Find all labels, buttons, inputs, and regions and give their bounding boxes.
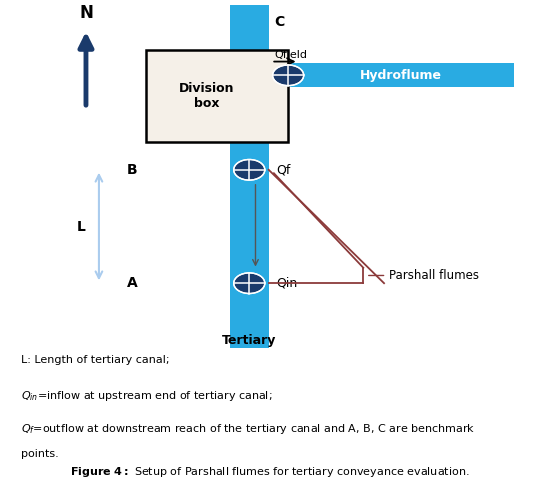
Text: C: C (274, 15, 284, 29)
Bar (146, 50, 288, 142)
Text: Hydroflume: Hydroflume (360, 69, 442, 82)
Circle shape (273, 65, 303, 86)
Text: Division
box: Division box (179, 82, 234, 110)
Text: $Q_{in}$=inflow at upstream end of tertiary canal;: $Q_{in}$=inflow at upstream end of terti… (21, 389, 273, 403)
Circle shape (234, 160, 265, 180)
Text: $\bf{Figure\ 4:}$ Setup of Parshall flumes for tertiary conveyance evaluation.: $\bf{Figure\ 4:}$ Setup of Parshall flum… (70, 466, 470, 480)
Bar (230, 5, 269, 349)
Text: A: A (127, 276, 138, 290)
Text: Qf: Qf (276, 163, 291, 176)
Text: L: L (77, 220, 86, 233)
Bar (288, 63, 514, 87)
Text: N: N (79, 4, 93, 22)
Text: Parshall flumes: Parshall flumes (369, 269, 479, 282)
Text: Qfield: Qfield (274, 50, 307, 60)
Text: Qin: Qin (276, 277, 298, 290)
Text: B: B (127, 163, 138, 177)
Text: $Q_f$=outflow at downstream reach of the tertiary canal and A, B, C are benchmar: $Q_f$=outflow at downstream reach of the… (21, 422, 475, 436)
Circle shape (234, 273, 265, 294)
Text: points.: points. (21, 449, 59, 459)
Text: L: Length of tertiary canal;: L: Length of tertiary canal; (21, 355, 170, 365)
Text: Tertiary: Tertiary (222, 334, 276, 347)
